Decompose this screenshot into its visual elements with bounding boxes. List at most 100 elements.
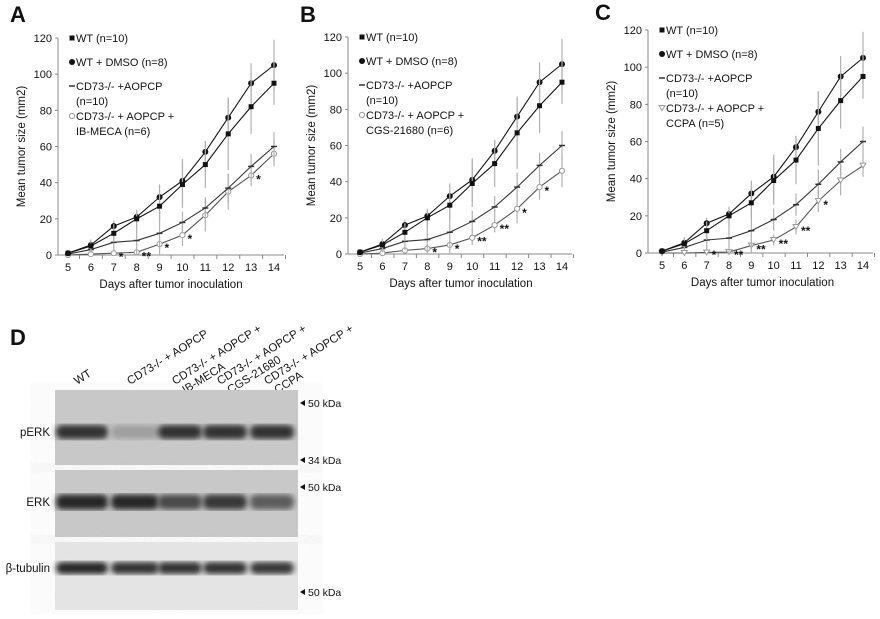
data-point	[771, 178, 777, 184]
data-point	[225, 131, 231, 137]
data-point	[514, 205, 521, 212]
significance-marker: *	[119, 250, 124, 264]
y-axis-title: Mean tumor size (mm2)	[306, 85, 318, 207]
x-tick-label: 7	[402, 261, 408, 273]
panel-label: B	[300, 2, 316, 27]
band	[56, 494, 108, 510]
band	[158, 425, 202, 439]
significance-marker: **	[801, 224, 811, 238]
x-tick-label: 10	[176, 262, 188, 274]
x-tick-label: 7	[704, 260, 710, 272]
row-label: pERK	[20, 427, 50, 439]
legend-entry: WT + DMSO (n=8)	[666, 49, 757, 61]
x-tick-label: 12	[511, 261, 523, 273]
x-tick-label: 14	[857, 260, 869, 272]
legend-entry: CGS-21680 (n=6)	[366, 125, 453, 137]
y-axis-title: Mean tumor size (mm2)	[606, 81, 618, 203]
legend-entry: CD73-/- + AOPCP +	[76, 111, 174, 123]
series-line	[661, 76, 864, 252]
x-tick-label: 8	[424, 261, 430, 273]
y-tick-label: 20	[40, 214, 52, 226]
significance-marker: **	[500, 222, 510, 236]
legend-entry: WT (n=10)	[366, 32, 418, 44]
series-line	[661, 57, 864, 252]
data-point	[447, 202, 453, 208]
x-tick-label: 9	[156, 262, 162, 274]
legend-entry: WT + DMSO (n=8)	[76, 57, 167, 69]
series	[659, 126, 866, 253]
data-point	[202, 162, 208, 168]
x-tick-label: 12	[812, 260, 824, 272]
series-line	[359, 145, 563, 254]
data-point	[860, 73, 866, 79]
significance-marker: *	[522, 206, 527, 220]
y-tick-label: 60	[40, 142, 52, 154]
y-tick-label: 120	[34, 33, 52, 45]
y-tick-label: 80	[630, 99, 642, 111]
significance-marker: **	[477, 235, 487, 249]
significance-marker: *	[256, 172, 261, 186]
data-point	[681, 241, 687, 247]
legend-entry: WT (n=10)	[666, 25, 718, 37]
band	[56, 562, 108, 574]
y-tick-label: 40	[330, 177, 342, 189]
legend-entry: CD73-/- + AOPCP +	[666, 103, 764, 115]
x-tick-label: 13	[835, 260, 847, 272]
size-marker: 50 kDa	[308, 398, 341, 410]
arrowhead-icon	[300, 484, 305, 490]
row-label: ERK	[26, 497, 50, 509]
significance-marker: **	[734, 248, 744, 262]
legend-entry: WT (n=10)	[76, 33, 128, 45]
legend-marker	[68, 112, 76, 120]
data-point	[248, 104, 254, 110]
arrowhead-icon	[300, 457, 305, 463]
legend-entry: CCPA (n=5)	[666, 118, 724, 130]
blot-row-erk: ERK 50 kDa	[26, 470, 341, 537]
significance-marker: **	[779, 237, 789, 251]
blot-row-perk: pERK 50 kDa 34 kDa	[20, 390, 341, 467]
y-tick-label: 0	[636, 248, 642, 260]
band	[158, 494, 202, 510]
data-point	[111, 230, 117, 236]
legend-marker	[69, 35, 75, 41]
y-tick-label: 100	[34, 69, 52, 81]
chart-panel-b: B 0 20 40 60 80 100 120 5 6 7 8 9 10 11 12 13 14 Days afte…	[300, 2, 574, 290]
series-line	[359, 170, 563, 255]
x-tick-label: 6	[681, 260, 687, 272]
band	[203, 425, 247, 439]
significance-marker: **	[756, 243, 766, 257]
data-point	[726, 213, 732, 219]
data-point	[793, 157, 799, 163]
data-point	[424, 215, 430, 221]
y-axis-title: Mean tumor size (mm2)	[16, 86, 28, 208]
data-point	[838, 98, 844, 104]
legend-entry: CD73-/- +AOPCP	[666, 73, 753, 85]
series-line	[67, 153, 275, 256]
data-point	[379, 242, 385, 248]
y-tick-label: 0	[46, 250, 52, 262]
y-tick-label: 120	[324, 32, 342, 44]
series-line	[67, 146, 275, 255]
y-tick-label: 40	[630, 174, 642, 186]
x-tick-label: 9	[748, 260, 754, 272]
band	[203, 494, 247, 510]
series	[357, 60, 565, 255]
x-tick-label: 10	[466, 261, 478, 273]
data-point	[492, 161, 498, 167]
x-tick-label: 5	[659, 260, 665, 272]
x-tick-label: 8	[726, 260, 732, 272]
y-tick-label: 40	[40, 178, 52, 190]
significance-marker: *	[823, 198, 828, 212]
legend-marker	[659, 27, 665, 33]
x-tick-label: 9	[447, 261, 453, 273]
y-tick-label: 60	[330, 141, 342, 153]
x-tick-label: 13	[245, 262, 257, 274]
legend-entry: WT + DMSO (n=8)	[366, 56, 457, 68]
size-marker: 50 kDa	[308, 482, 341, 494]
x-tick-label: 6	[379, 261, 385, 273]
data-point	[514, 130, 520, 136]
y-tick-label: 20	[330, 213, 342, 225]
data-point	[402, 229, 408, 235]
series-line	[662, 165, 864, 254]
panel-label: C	[595, 0, 611, 25]
